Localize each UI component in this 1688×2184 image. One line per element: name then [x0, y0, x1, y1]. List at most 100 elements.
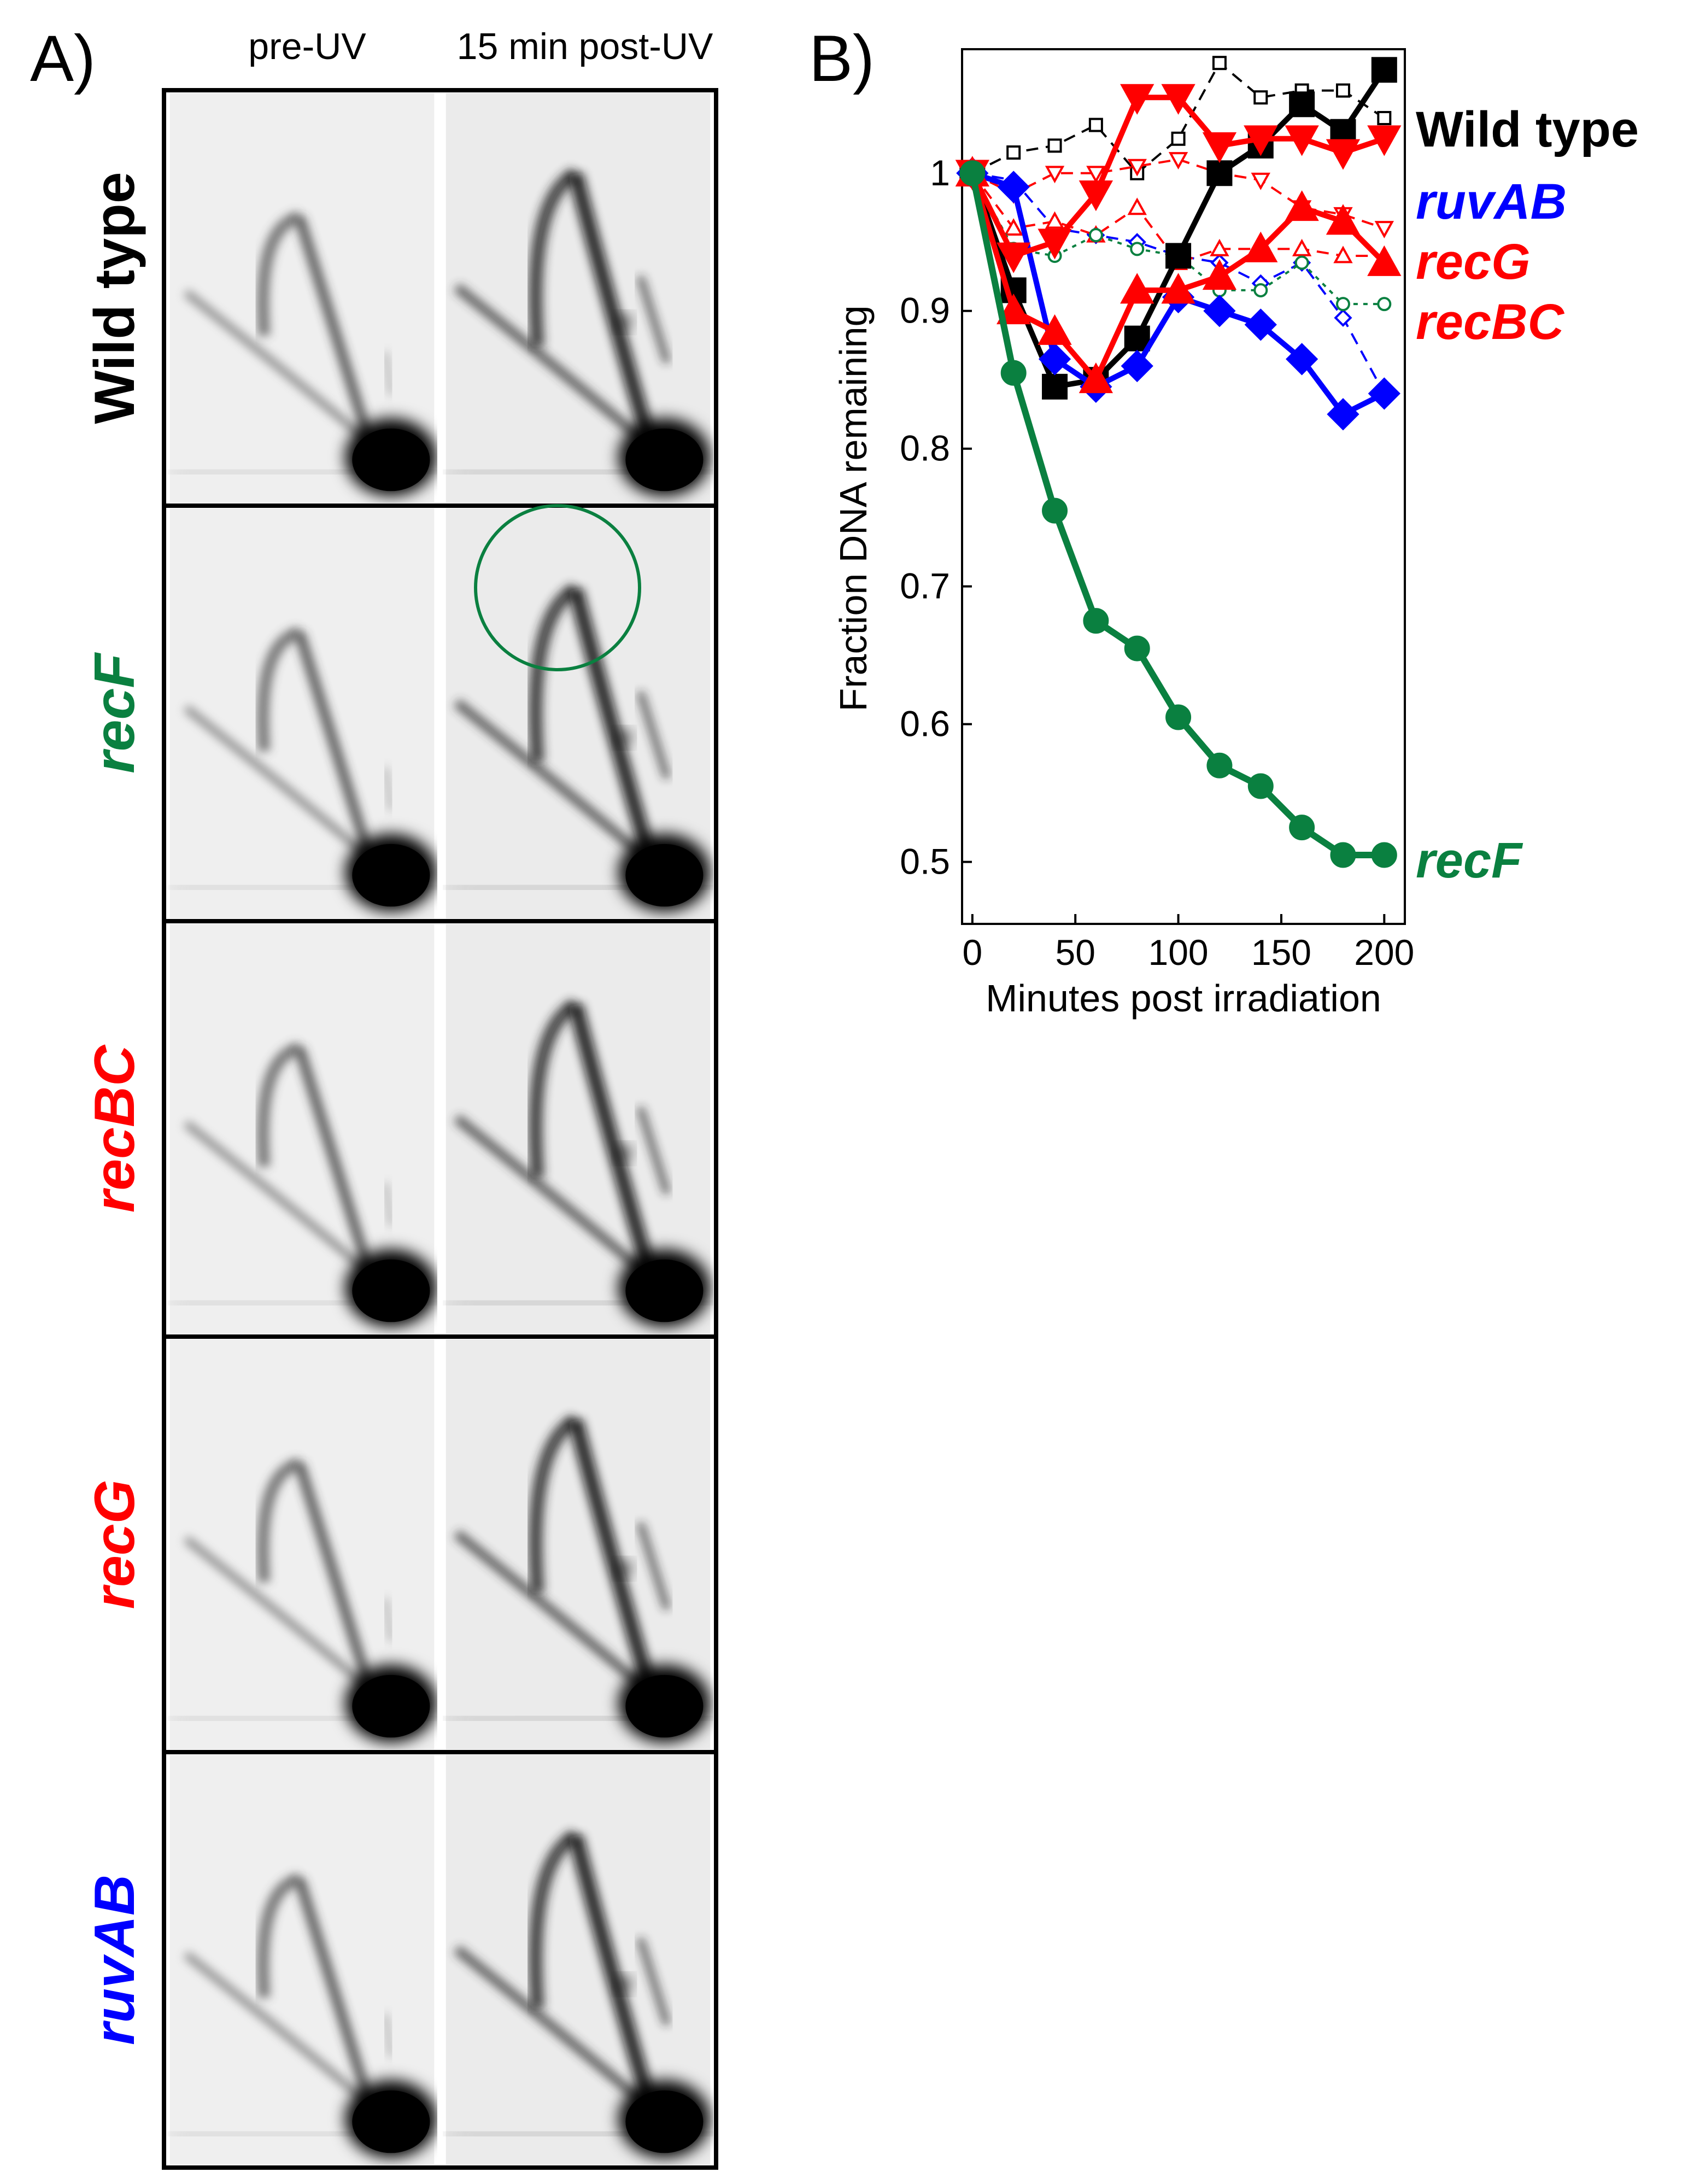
data-point — [997, 171, 1030, 203]
data-point — [1206, 160, 1233, 186]
x-tick-label: 200 — [1354, 932, 1414, 973]
row-label-recf: recF — [83, 652, 146, 774]
data-point — [1327, 398, 1359, 431]
data-point — [1045, 211, 1065, 229]
x-tick-label: 100 — [1148, 932, 1209, 973]
y-tick-label: 0.8 — [900, 428, 950, 469]
data-point — [1086, 166, 1106, 184]
data-point — [1326, 139, 1361, 170]
data-point — [1334, 308, 1352, 327]
series-recbc — [955, 156, 1402, 394]
data-point — [1161, 273, 1195, 304]
panel-a-label: A) — [30, 22, 96, 95]
data-point — [997, 242, 1031, 273]
series-wild-type-dashed — [965, 56, 1392, 180]
data-point — [1285, 125, 1319, 156]
data-point — [1130, 242, 1145, 256]
data-point — [1371, 842, 1397, 868]
series-recg-dashed — [963, 152, 1394, 238]
row-label-recbc: recBC — [83, 1044, 146, 1213]
data-point — [1004, 218, 1023, 236]
data-point — [1285, 190, 1319, 221]
data-point — [1374, 221, 1394, 238]
data-point — [1042, 497, 1068, 524]
column-label-post-uv: 15 min post-UV — [457, 26, 713, 67]
y-tick-label: 0.7 — [900, 566, 950, 606]
data-point — [1038, 314, 1072, 345]
gel-image-post-uv — [446, 924, 711, 1334]
data-point — [1120, 84, 1154, 115]
data-point — [1165, 243, 1192, 269]
data-point — [1000, 360, 1027, 386]
row-label-recg: recG — [83, 1479, 146, 1609]
gel-image-pre-uv — [170, 508, 437, 918]
data-point — [1247, 773, 1274, 799]
y-tick-label: 0.5 — [900, 841, 950, 882]
gel-image-post-uv — [446, 1339, 711, 1749]
data-point — [1079, 362, 1113, 394]
data-point — [1038, 229, 1072, 260]
legend-label-recf: recF — [1416, 833, 1523, 888]
data-point — [1244, 125, 1278, 156]
data-point — [1045, 166, 1065, 184]
gel-image-pre-uv — [170, 1339, 437, 1749]
series-line — [972, 172, 1386, 394]
data-point — [1335, 297, 1350, 312]
data-point — [1330, 842, 1356, 868]
data-point — [1120, 273, 1154, 304]
gel-row-recg: recG — [83, 1334, 718, 1754]
data-point — [1127, 197, 1147, 215]
data-point — [1088, 228, 1103, 243]
data-point — [1377, 110, 1392, 125]
series-layer — [955, 56, 1402, 868]
series-line — [971, 158, 1385, 230]
data-point — [1371, 57, 1397, 83]
data-point — [1367, 125, 1402, 156]
column-label-pre-uv: pre-UV — [248, 26, 366, 67]
data-point — [1326, 204, 1361, 235]
data-point — [1244, 231, 1278, 262]
data-point — [1042, 373, 1068, 400]
data-point — [1121, 349, 1153, 383]
gel-image-pre-uv — [170, 924, 437, 1334]
panel-b-label: B) — [809, 22, 875, 95]
data-point — [959, 160, 986, 186]
x-tick-label: 0 — [962, 932, 982, 973]
data-point — [1367, 245, 1402, 276]
data-point — [1212, 56, 1227, 71]
data-point — [1253, 283, 1268, 297]
row-label-wild-type: Wild type — [83, 172, 146, 424]
gel-image-post-uv — [446, 508, 711, 918]
data-point — [1083, 608, 1109, 634]
chart-fraction-dna-remaining: 0 50 100 150 200 0.5 0.6 0.7 0.8 0.9 1 Minutes pos… — [832, 48, 1639, 1020]
highlight-circle — [474, 504, 641, 671]
data-point — [1171, 131, 1186, 146]
data-point — [1289, 815, 1315, 841]
legend-label-recg: recG — [1416, 234, 1531, 290]
gel-row-ruvab: ruvAB — [83, 1750, 718, 2170]
y-tick-label: 0.6 — [900, 704, 950, 744]
gel-row-border — [162, 1750, 718, 2170]
axis-ticks: 0 50 100 150 200 0.5 0.6 0.7 0.8 0.9 1 — [900, 153, 1414, 973]
data-point — [1047, 138, 1062, 153]
gel-row-recf: recF — [83, 503, 718, 923]
data-point — [1244, 308, 1277, 341]
data-point — [1168, 152, 1188, 169]
gel-image-post-uv — [446, 1755, 711, 2165]
data-point — [1335, 83, 1350, 98]
data-point — [1165, 704, 1192, 730]
data-point — [1210, 238, 1229, 256]
series-recf — [959, 160, 1397, 868]
x-tick-label: 150 — [1251, 932, 1311, 973]
data-point — [1161, 84, 1195, 115]
x-axis-label: Minutes post irradiation — [986, 977, 1381, 1020]
data-point — [1206, 752, 1233, 778]
data-point — [1124, 635, 1150, 661]
data-point — [1127, 159, 1147, 177]
gel-row-recbc: recBC — [83, 919, 718, 1339]
row-label-ruvab: ruvAB — [83, 1875, 146, 2045]
data-point — [1202, 132, 1237, 163]
data-point — [1202, 259, 1237, 290]
